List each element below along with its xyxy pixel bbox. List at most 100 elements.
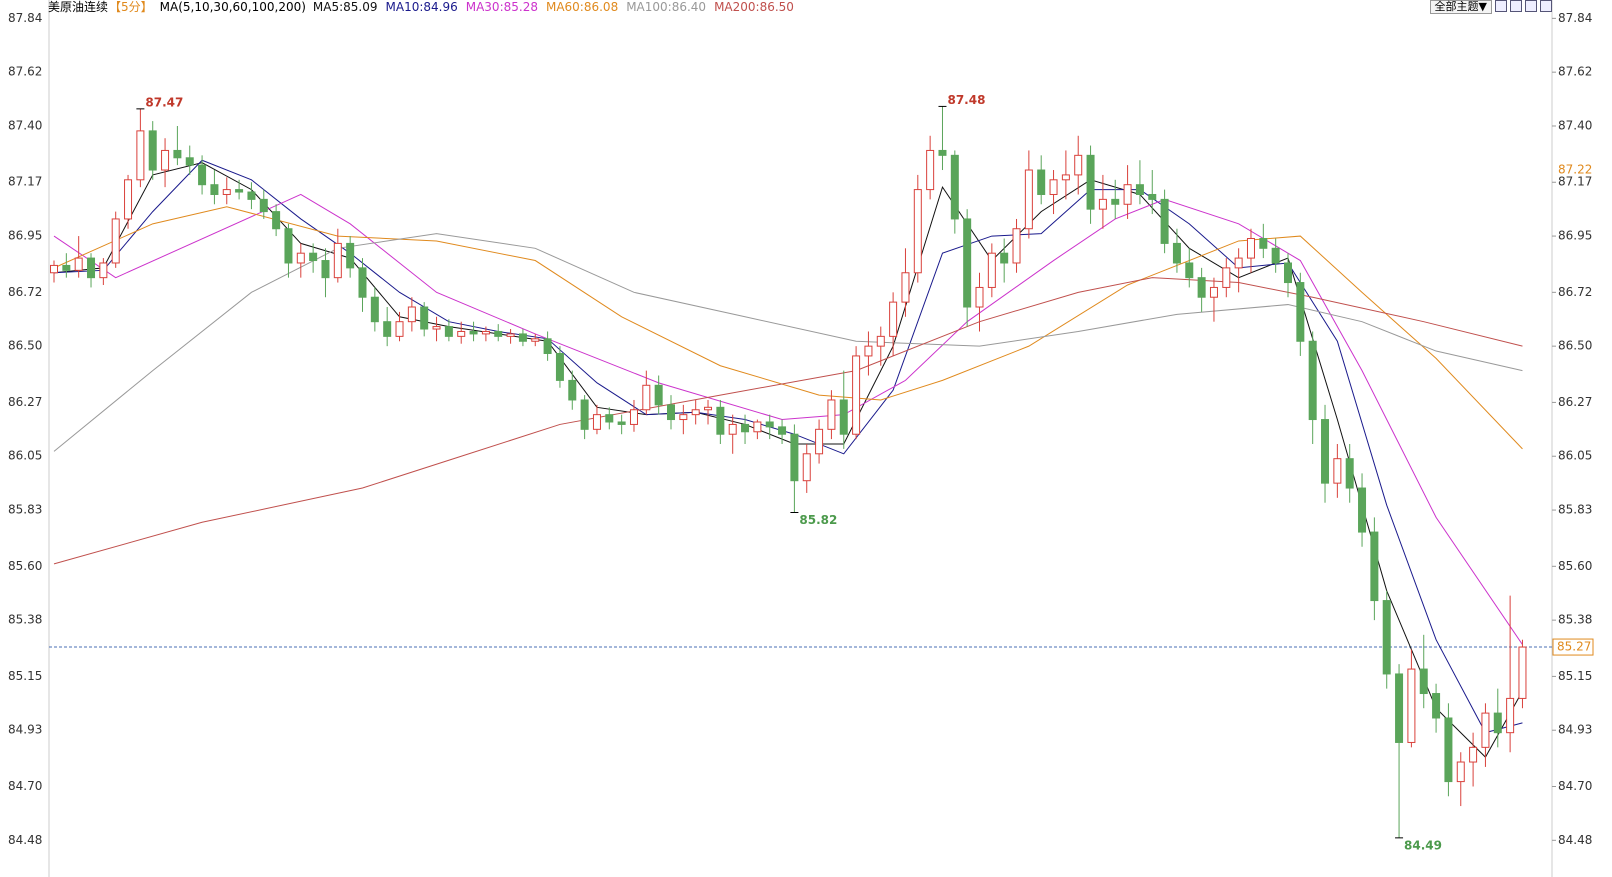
y-tick-label: 84.93 — [8, 723, 42, 737]
candle-body — [728, 423, 737, 435]
ma-line — [53, 193, 1523, 645]
candle-body — [99, 262, 108, 279]
candle-body — [1321, 419, 1330, 484]
y-tick-label: 85.15 — [8, 669, 42, 683]
candle-body — [358, 267, 367, 298]
y-tick-label: 86.50 — [8, 339, 42, 353]
y-tick-label: 86.72 — [8, 285, 42, 299]
candle-body — [913, 189, 922, 274]
candle-body — [506, 333, 515, 337]
legend-entry: MA30:85.28 — [465, 0, 538, 14]
candle-body — [1432, 693, 1441, 719]
candle-body — [901, 272, 910, 303]
candle-body — [617, 421, 626, 425]
y-tick-label-right: 87.40 — [1558, 118, 1592, 132]
candle-body — [309, 252, 318, 262]
y-tick-label-right: 87.84 — [1558, 11, 1592, 25]
legend-entry: MA5:85.09 — [312, 0, 378, 14]
candle-body — [1037, 169, 1046, 195]
right-marker-label: 87.22 — [1558, 163, 1592, 177]
y-tick-label-right: 85.60 — [1558, 559, 1592, 573]
period[interactable]: 【5分】 — [109, 0, 153, 14]
candle-body — [383, 321, 392, 337]
candle-body — [321, 260, 330, 279]
legend-entry: MA100:86.40 — [626, 0, 707, 14]
candle-body — [1358, 487, 1367, 533]
candle-body — [1419, 668, 1428, 695]
candle-body — [1209, 286, 1218, 298]
candle-body — [1481, 712, 1490, 748]
candle-body — [1148, 193, 1157, 200]
y-tick-label: 85.60 — [8, 559, 42, 573]
candle-body — [296, 252, 305, 264]
theme-button[interactable]: 全部主题▼ — [1429, 0, 1492, 14]
candle-body — [444, 326, 453, 337]
last-price-box — [1552, 638, 1594, 656]
candle-body — [926, 149, 935, 191]
candle-body — [1222, 267, 1231, 288]
candle-body — [148, 130, 157, 171]
y-tick-label-right: 85.15 — [1558, 669, 1592, 683]
candle-body — [74, 257, 83, 271]
y-tick-label-right: 84.48 — [1558, 833, 1592, 847]
candle-body — [1259, 238, 1268, 249]
candle-body — [457, 330, 466, 337]
split-icon[interactable] — [1525, 0, 1537, 12]
candle-body — [568, 379, 577, 401]
zoom-in-icon[interactable] — [1495, 0, 1507, 12]
ma-label: MA(5,10,30,60,100,200) — [159, 0, 306, 14]
candle-body — [802, 453, 811, 482]
candle-body — [210, 184, 219, 195]
candle-body — [1506, 697, 1515, 734]
last-price-label: 85.27 — [1557, 640, 1591, 654]
ma-line — [53, 162, 1523, 758]
candle-body — [185, 157, 194, 166]
candle-body — [161, 149, 170, 171]
candle-body — [1395, 673, 1404, 743]
candle-body — [1172, 242, 1181, 264]
candle-body — [629, 409, 638, 425]
zoom-out-icon[interactable] — [1510, 0, 1522, 12]
y-tick-label-right: 87.17 — [1558, 175, 1592, 189]
candle-body — [1271, 247, 1280, 264]
candle-body — [1296, 282, 1305, 342]
candle-body — [667, 404, 675, 421]
candle-body — [950, 154, 959, 220]
candle-body — [531, 338, 540, 342]
y-tick-label: 87.84 — [8, 11, 42, 25]
candle-body — [1308, 340, 1317, 421]
exit-icon[interactable] — [1540, 0, 1552, 12]
candle-body — [247, 191, 256, 200]
candle-body — [592, 414, 601, 430]
candle-body — [963, 218, 972, 308]
candle-body — [1074, 154, 1083, 176]
candle-body — [1098, 198, 1107, 210]
header: 美原油连续 【5分】 MA(5,10,30,60,100,200) MA5:85… — [48, 0, 794, 14]
candle-body — [346, 242, 355, 269]
candle-body — [580, 399, 589, 430]
candle-body — [790, 433, 799, 482]
candle-body — [1024, 169, 1033, 230]
candle-body — [284, 228, 293, 264]
candle-body — [691, 409, 700, 416]
candle-body — [494, 330, 503, 337]
y-tick-label-right: 84.93 — [1558, 723, 1592, 737]
candle-body — [1444, 717, 1453, 783]
candle-body — [111, 218, 120, 264]
y-tick-label: 86.95 — [8, 229, 42, 243]
candle-body — [642, 384, 651, 411]
candle-body — [1407, 668, 1416, 743]
candle-body — [987, 252, 996, 288]
y-tick-label: 86.27 — [8, 395, 42, 409]
candle-body — [1111, 198, 1120, 205]
y-tick-label-right: 84.70 — [1558, 779, 1592, 793]
candle-body — [62, 264, 71, 271]
candle-body — [407, 306, 416, 323]
candle-body — [1345, 458, 1354, 489]
y-tick-label-right: 87.62 — [1558, 65, 1592, 79]
candle-body — [1061, 174, 1070, 181]
candle-body — [1493, 712, 1502, 734]
candle-body — [1382, 600, 1391, 675]
candle-body — [173, 149, 182, 159]
